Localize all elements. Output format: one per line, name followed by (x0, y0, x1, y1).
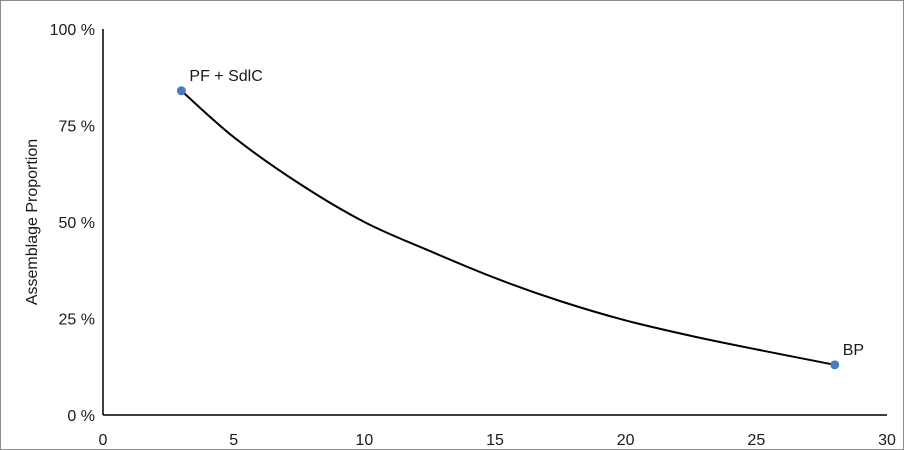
y-tick-label: 100 % (50, 22, 95, 39)
y-tick-label: 75 % (59, 119, 95, 136)
axes (102, 29, 887, 416)
x-tick-label: 15 (486, 432, 504, 449)
x-tick-labels: 0 5 10 15 20 25 30 (99, 432, 896, 449)
x-tick-label: 30 (878, 432, 896, 449)
x-tick-label: 25 (747, 432, 765, 449)
y-tick-label: 0 % (67, 408, 95, 425)
data-point (830, 360, 840, 370)
x-tick-label: 0 (99, 432, 108, 449)
data-point (176, 86, 186, 96)
y-tick-label: 25 % (59, 312, 95, 329)
y-tick-label: 50 % (59, 215, 95, 232)
data-point-label: BP (843, 342, 864, 359)
x-tick-label: 10 (355, 432, 373, 449)
x-tick-label: 5 (229, 432, 238, 449)
x-tick-label: 20 (617, 432, 635, 449)
data-points: PF + SdlC BP (176, 68, 864, 370)
series-line (180, 90, 835, 366)
y-tick-labels: 0 % 25 % 50 % 75 % 100 % (50, 22, 95, 425)
y-axis-label: Assemblage Proportion (24, 139, 41, 305)
data-point-label: PF + SdlC (189, 68, 262, 85)
